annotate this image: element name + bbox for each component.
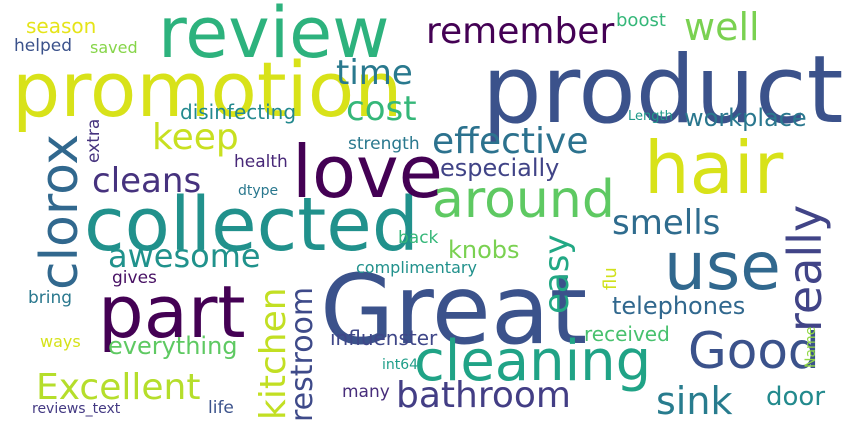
word-product: product — [482, 36, 844, 145]
word-collected: collected — [84, 182, 419, 268]
word-easy: easy — [537, 234, 577, 314]
word-door: door — [766, 382, 826, 412]
word-especially: especially — [440, 154, 560, 182]
word-boost: boost — [616, 10, 666, 31]
word-int64: int64 — [382, 357, 419, 373]
word-back: back — [398, 228, 439, 248]
word-smells: smells — [612, 203, 721, 243]
word-keep: keep — [152, 117, 239, 158]
word-restroom: restroom — [285, 286, 320, 422]
word-dtype: dtype — [238, 183, 279, 199]
word-effective: effective — [432, 121, 589, 162]
word-saved: saved — [90, 38, 138, 57]
word-remember: remember — [426, 11, 615, 52]
word-review: review — [158, 0, 390, 74]
word-life: life — [208, 398, 234, 418]
word-workplace: workplace — [684, 104, 807, 132]
word-clorox: clorox — [30, 133, 90, 290]
word-cleans: cleans — [92, 161, 202, 201]
word-helped: helped — [14, 36, 72, 56]
word-bathroom: bathroom — [396, 375, 571, 416]
word-received: received — [584, 322, 670, 346]
word-around: around — [432, 170, 615, 230]
word-bring: bring — [28, 288, 73, 308]
word-flu: flu — [600, 267, 621, 290]
word-hair: hair — [644, 126, 784, 210]
word-everything: everything — [108, 332, 238, 360]
word-awesome: awesome — [108, 237, 261, 275]
word-cleaning: cleaning — [414, 329, 652, 394]
word-knobs: knobs — [448, 236, 520, 264]
word-cost: cost — [346, 89, 417, 129]
word-name: Name — [803, 326, 819, 368]
word-extra: extra — [84, 118, 104, 163]
word-good: Good — [688, 322, 820, 380]
word-really: really — [778, 204, 832, 332]
word-health: health — [234, 152, 288, 172]
word-sink: sink — [656, 379, 733, 423]
word-great: Great — [320, 254, 588, 366]
word-use: use — [664, 228, 781, 305]
word-love: love — [292, 130, 443, 214]
word-complimentary: complimentary — [356, 258, 477, 277]
word-disinfecting: disinfecting — [180, 100, 297, 124]
word-season: season — [26, 14, 97, 38]
word-promotion: promotion — [12, 45, 403, 134]
word-many: many — [342, 382, 390, 402]
word-strength: strength — [348, 134, 420, 154]
word-gives: gives — [112, 268, 157, 288]
word-telephones: telephones — [612, 292, 746, 320]
word-length: Length — [628, 109, 673, 124]
word-part: part — [98, 270, 246, 354]
word-well: well — [684, 5, 760, 49]
word-ways: ways — [40, 332, 81, 351]
word-excellent: Excellent — [36, 367, 201, 408]
word-reviews-text: reviews_text — [32, 401, 121, 417]
word-influenster: influenster — [330, 326, 438, 350]
word-time: time — [336, 53, 413, 93]
